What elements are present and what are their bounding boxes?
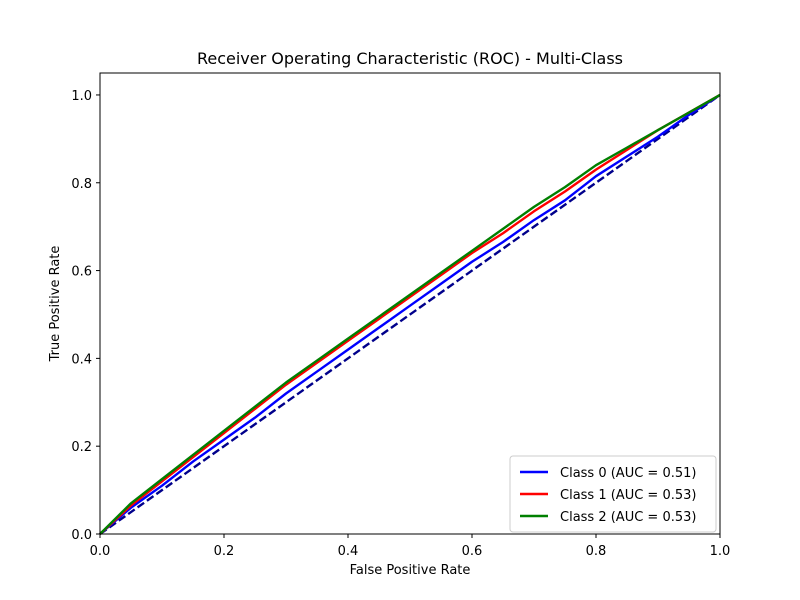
series-line-2 bbox=[99, 93, 721, 535]
legend-label-1: Class 1 (AUC = 0.53) bbox=[560, 488, 696, 503]
chance-line bbox=[99, 93, 721, 535]
legend-items: Class 0 (AUC = 0.51) Class 1 (AUC = 0.53)… bbox=[520, 466, 696, 525]
series-line-1 bbox=[99, 93, 721, 535]
plot-area: 0.0 0.2 0.4 0.6 0.8 1.0 0.0 0.2 0.4 0.6 0.8 1.0 bbox=[71, 72, 730, 559]
y-tick-label-1: 0.2 bbox=[71, 440, 92, 455]
legend-label-0: Class 0 (AUC = 0.51) bbox=[560, 466, 696, 481]
x-tick-label-4: 0.8 bbox=[586, 544, 607, 559]
plot-frame bbox=[99, 72, 721, 535]
y-tick-label-5: 1.0 bbox=[71, 89, 92, 104]
legend: Class 0 (AUC = 0.51) Class 1 (AUC = 0.53)… bbox=[509, 455, 717, 533]
y-tick-label-0: 0.0 bbox=[71, 528, 92, 543]
legend-label-2: Class 2 (AUC = 0.53) bbox=[560, 510, 696, 525]
x-tick-label-5: 1.0 bbox=[710, 544, 731, 559]
x-tick-label-1: 0.2 bbox=[214, 544, 235, 559]
legend-box bbox=[509, 455, 717, 533]
series-layer bbox=[99, 93, 721, 535]
y-tick-label-2: 0.4 bbox=[71, 352, 92, 367]
x-tick-label-2: 0.4 bbox=[338, 544, 359, 559]
series-line-0 bbox=[99, 93, 721, 535]
tick-layer: 0.0 0.2 0.4 0.6 0.8 1.0 0.0 0.2 0.4 0.6 0.8 1.0 bbox=[71, 89, 730, 559]
x-tick-label-0: 0.0 bbox=[90, 544, 111, 559]
y-axis-label: True Positive Rate bbox=[48, 246, 63, 363]
x-tick-label-3: 0.6 bbox=[462, 544, 483, 559]
y-tick-label-3: 0.6 bbox=[71, 265, 92, 280]
y-tick-label-4: 0.8 bbox=[71, 177, 92, 192]
x-axis-label: False Positive Rate bbox=[350, 563, 471, 578]
chart-title: Receiver Operating Characteristic (ROC) … bbox=[197, 49, 623, 68]
